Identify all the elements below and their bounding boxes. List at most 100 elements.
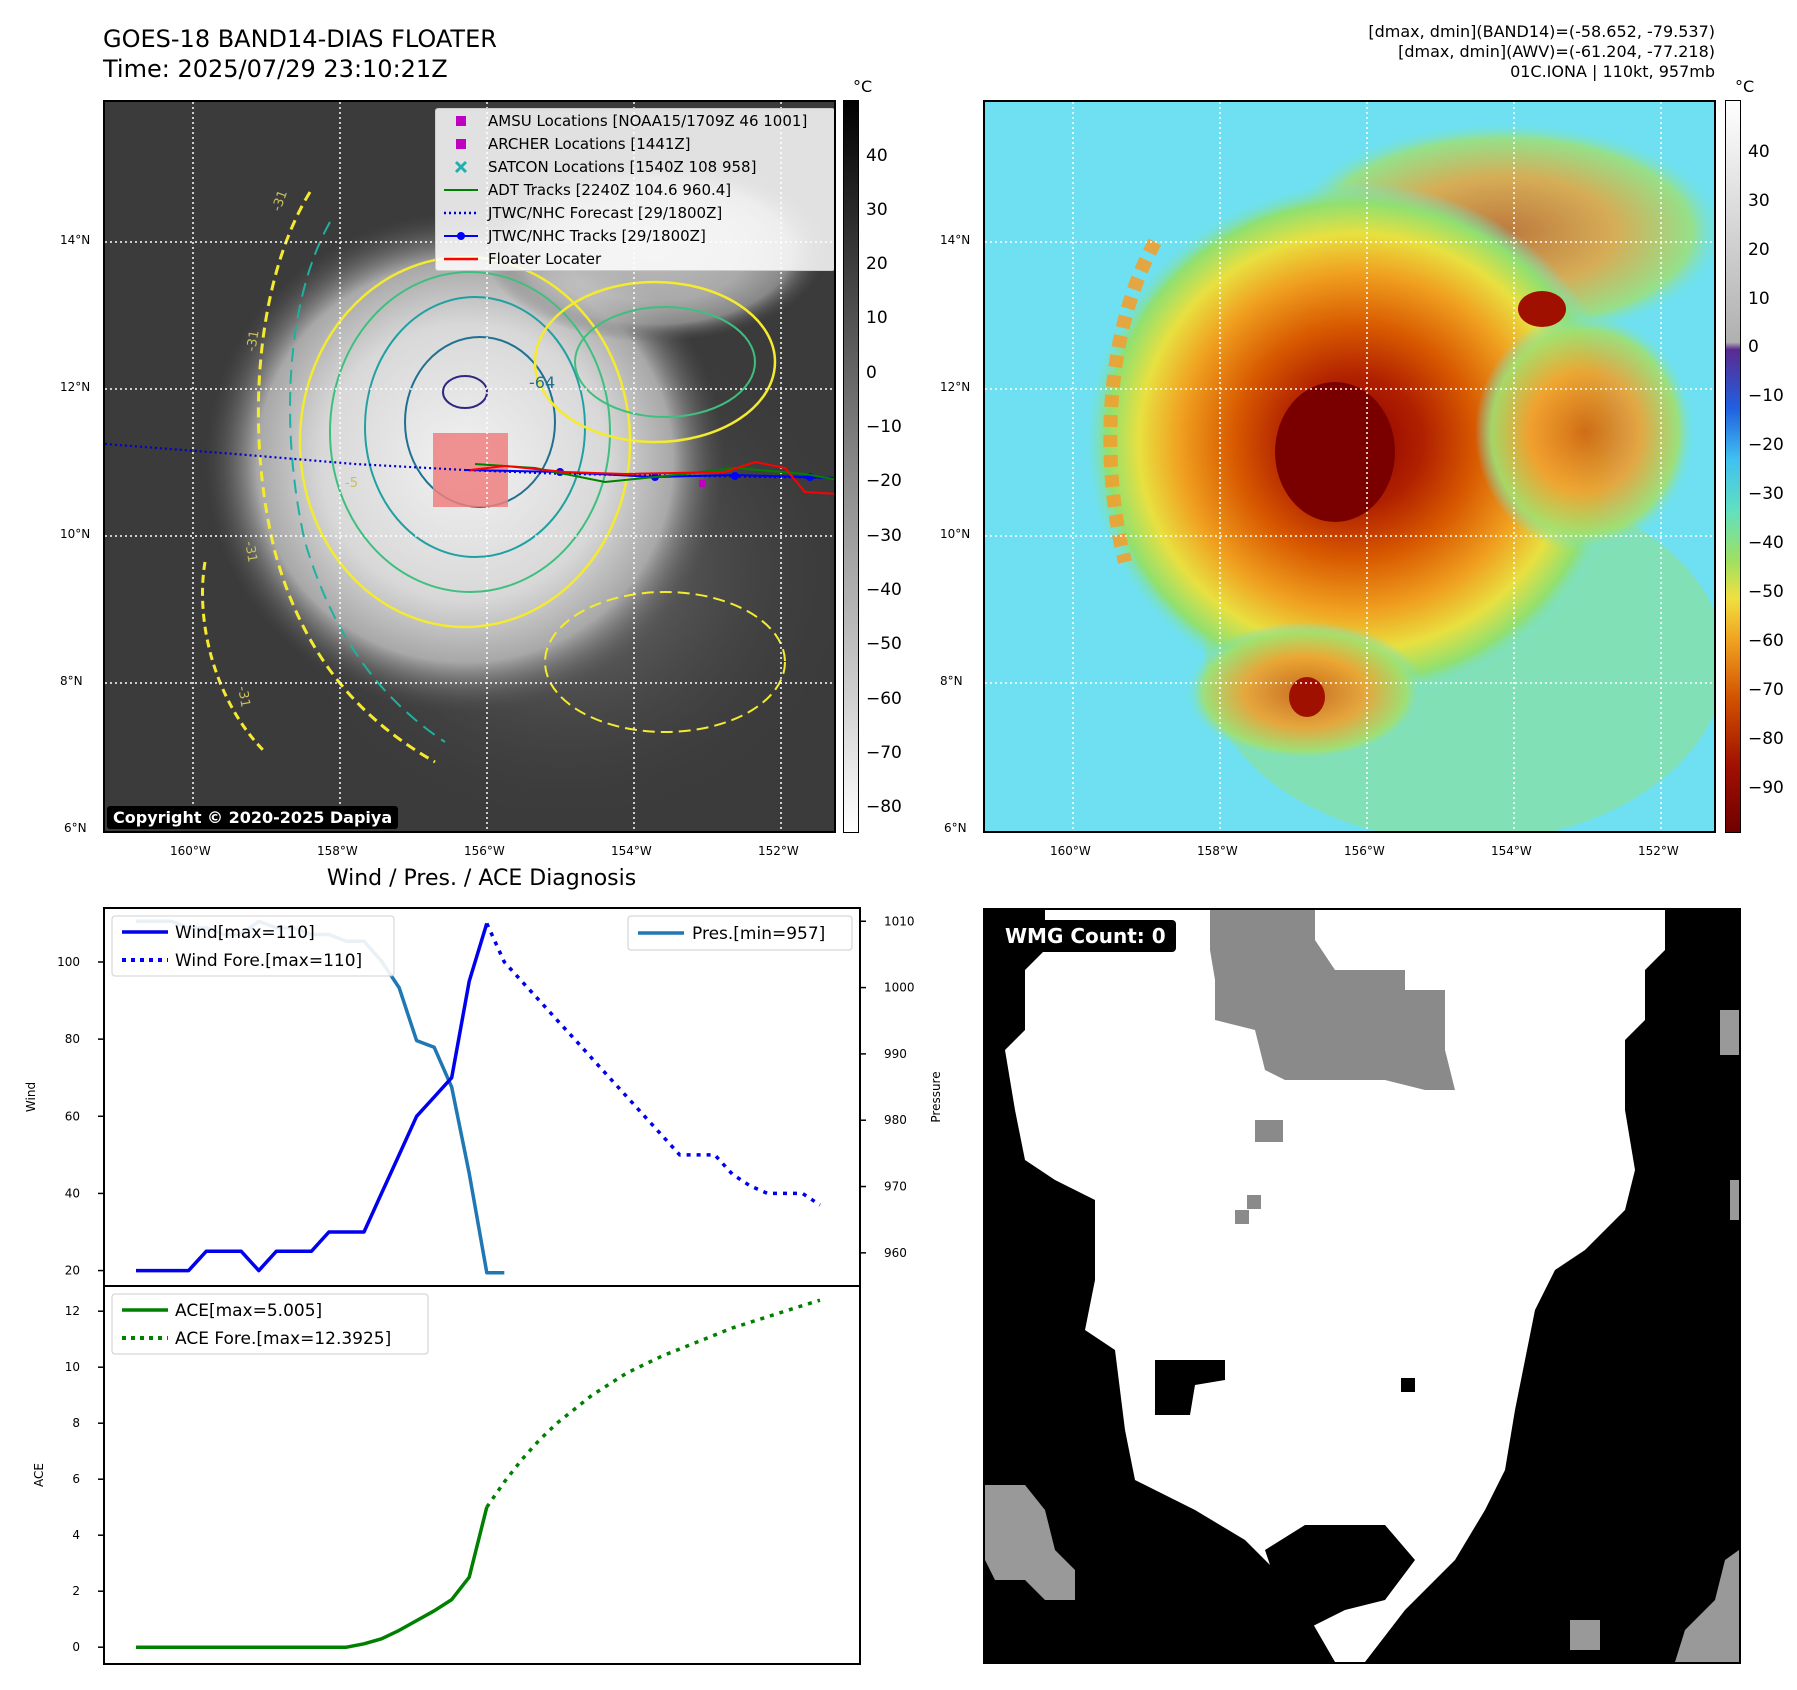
legend-label: SATCON Locations [1540Z 108 958]: [488, 157, 757, 176]
lon-tick: 154°W: [611, 844, 652, 858]
wind-tick-label: 80: [65, 1032, 80, 1046]
contour-label: -64: [529, 373, 555, 392]
lat-tick: 12°N: [60, 380, 91, 394]
colorbar-tick: 30: [1748, 191, 1770, 211]
legend-label: JTWC/NHC Forecast [29/1800Z]: [488, 203, 723, 222]
lon-tick: 152°W: [758, 844, 799, 858]
ace-tick-label: 0: [72, 1640, 80, 1654]
pressure-tick-label: 1010: [884, 914, 915, 928]
colorbar-tick: −90: [1748, 778, 1784, 798]
colorbar-tick: −50: [1748, 582, 1784, 602]
legend-item-amsu: AMSU Locations [NOAA15/1709Z 46 1001]: [436, 109, 834, 132]
contour-label: -31: [234, 685, 252, 709]
colorbar-tick: 20: [866, 254, 888, 274]
figure-title: GOES-18 BAND14-DIAS FLOATER Time: 2025/0…: [103, 24, 497, 84]
lat-tick: 6°N: [944, 821, 967, 835]
title-line-2: Time: 2025/07/29 23:10:21Z: [103, 55, 448, 83]
lon-tick: 152°W: [1638, 844, 1679, 858]
colorbar-tick: −60: [866, 689, 902, 709]
legend-label: AMSU Locations [NOAA15/1709Z 46 1001]: [488, 111, 808, 130]
title-line-1: GOES-18 BAND14-DIAS FLOATER: [103, 25, 497, 53]
ace-tick-label: 12: [65, 1304, 80, 1318]
legend-square-icon: [456, 115, 466, 126]
contour-label: -31: [241, 540, 259, 564]
info-line-2: [dmax, dmin](AWV)=(-61.204, -77.218): [1398, 42, 1715, 61]
contour-label: -5: [345, 476, 358, 491]
copyright-badge: Copyright © 2020-2025 Dapiya: [107, 806, 399, 829]
colorbar-tick: 10: [1748, 289, 1770, 309]
colorbar-tick: 20: [1748, 240, 1770, 260]
colorbar-tick: −70: [1748, 680, 1784, 700]
colorbar-tick: −10: [866, 417, 902, 437]
colorbar-unit: °C: [853, 77, 873, 96]
legend-item-adt: ADT Tracks [2240Z 104.6 960.4]: [436, 178, 834, 201]
pressure-tick-label: 980: [884, 1113, 907, 1127]
enhanced-ir-map: [983, 100, 1716, 833]
ace-tick-label: 4: [72, 1528, 80, 1542]
legend-square-icon: [456, 138, 466, 149]
colorbar-tick: −10: [1748, 386, 1784, 406]
colorbar-tick: 40: [1748, 142, 1770, 162]
lat-tick: 8°N: [940, 674, 963, 688]
gray-colorbar: [843, 100, 859, 833]
legend-label: ARCHER Locations [1441Z]: [488, 134, 691, 153]
ace-tick-label: 8: [72, 1416, 80, 1430]
pressure-tick-label: 970: [884, 1180, 907, 1194]
colorbar-tick: 10: [866, 308, 888, 328]
wind-tick-label: 20: [65, 1264, 80, 1278]
wmg-mask-image: [985, 910, 1739, 1662]
ace-series: [136, 1298, 821, 1649]
legend-dotted-line-icon: [444, 211, 478, 214]
colorbar-tick: −80: [866, 797, 902, 817]
colorbar-tick: 40: [866, 146, 888, 166]
lon-tick: 156°W: [464, 844, 505, 858]
lat-tick: 6°N: [64, 821, 87, 835]
ace-axis-ticks: 0 2 4 6 8 10 12: [65, 1304, 104, 1654]
lat-tick: 12°N: [940, 380, 971, 394]
legend-item-floater: Floater Locater: [436, 247, 834, 270]
pressure-axis-label: Pressure: [929, 1071, 943, 1122]
wmg-mask-panel: WMG Count: 0: [983, 908, 1741, 1664]
wind-tick-label: 40: [65, 1186, 80, 1200]
lat-tick: 14°N: [940, 233, 971, 247]
wind-legend: Wind[max=110] Wind Fore.[max=110]: [111, 915, 395, 977]
ace-legend: ACE[max=5.005] ACE Fore.[max=12.3925]: [111, 1293, 429, 1355]
ace-tick-label: 2: [72, 1584, 80, 1598]
pressure-tick-label: 990: [884, 1047, 907, 1061]
color-colorbar: [1725, 100, 1741, 833]
contour-label: -31: [244, 329, 262, 353]
enhanced-ir-map-image: [985, 102, 1714, 831]
colorbar-tick: −60: [1748, 631, 1784, 651]
colorbar-tick: −40: [866, 580, 902, 600]
lat-tick: 10°N: [60, 527, 91, 541]
colorbar-unit: °C: [1735, 77, 1755, 96]
lon-tick: 158°W: [1197, 844, 1238, 858]
legend-label: JTWC/NHC Tracks [29/1800Z]: [488, 226, 706, 245]
band14-map: -64 -31 -31 -31 -31 -5 AMSU Locations [N…: [103, 100, 836, 833]
pressure-tick-label: 960: [884, 1246, 907, 1260]
lat-tick: 8°N: [60, 674, 83, 688]
wind-series-line: [136, 922, 489, 1273]
wind-axis-label: Wind: [24, 1082, 38, 1112]
wind-tick-label: 100: [57, 955, 80, 969]
floater-locater-track: [469, 460, 834, 495]
legend-label: Wind[max=110]: [175, 923, 315, 943]
colorbar-tick: 0: [1748, 337, 1759, 357]
lat-tick: 10°N: [940, 527, 971, 541]
legend-label: Pres.[min=957]: [692, 924, 825, 944]
lat-tick: 14°N: [60, 233, 91, 247]
colorbar-tick: 0: [866, 363, 877, 383]
info-header: [dmax, dmin](BAND14)=(-58.652, -79.537) …: [1368, 22, 1715, 82]
lon-tick: 160°W: [170, 844, 211, 858]
wind-axis-ticks: 20 40 60 80 100: [57, 955, 104, 1278]
ace-tick-label: 6: [72, 1472, 80, 1486]
legend-item-satcon: SATCON Locations [1540Z 108 958]: [436, 155, 834, 178]
legend-label: Floater Locater: [488, 249, 602, 268]
legend-line-icon: [444, 188, 478, 191]
info-line-1: [dmax, dmin](BAND14)=(-58.652, -79.537): [1368, 22, 1715, 41]
colorbar-tick: −20: [866, 471, 902, 491]
ace-axis-label: ACE: [32, 1463, 46, 1487]
map-legend: AMSU Locations [NOAA15/1709Z 46 1001] AR…: [435, 108, 834, 271]
legend-item-forecast: JTWC/NHC Forecast [29/1800Z]: [436, 201, 834, 224]
amsu-marker: [699, 480, 706, 487]
